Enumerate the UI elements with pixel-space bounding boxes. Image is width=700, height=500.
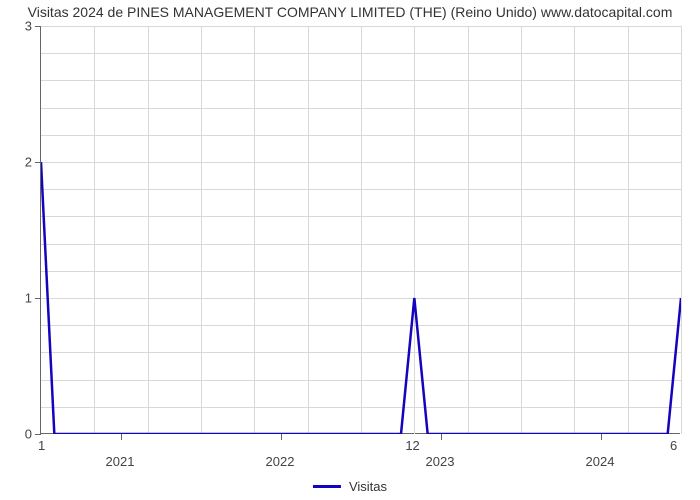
data-point-label: 12 [405,438,419,453]
y-tick [35,434,41,435]
x-tick-label: 2022 [266,454,295,469]
y-tick-label: 3 [12,19,32,34]
x-tick-label: 2023 [426,454,455,469]
y-tick-label: 1 [12,291,32,306]
y-tick-label: 2 [12,155,32,170]
x-tick-label: 2024 [586,454,615,469]
x-tick [601,434,602,440]
gridline-vertical [681,26,682,434]
x-tick-label: 2021 [106,454,135,469]
legend-label: Visitas [349,479,387,494]
line-series [41,26,681,434]
chart-title: Visitas 2024 de PINES MANAGEMENT COMPANY… [0,4,700,20]
plot-area [40,26,680,434]
y-tick-label: 0 [12,427,32,442]
data-point-label: 1 [38,438,45,453]
legend-swatch [313,485,341,488]
x-tick [121,434,122,440]
data-point-label: 6 [670,438,677,453]
x-tick [281,434,282,440]
legend: Visitas [313,479,387,494]
x-tick [441,434,442,440]
